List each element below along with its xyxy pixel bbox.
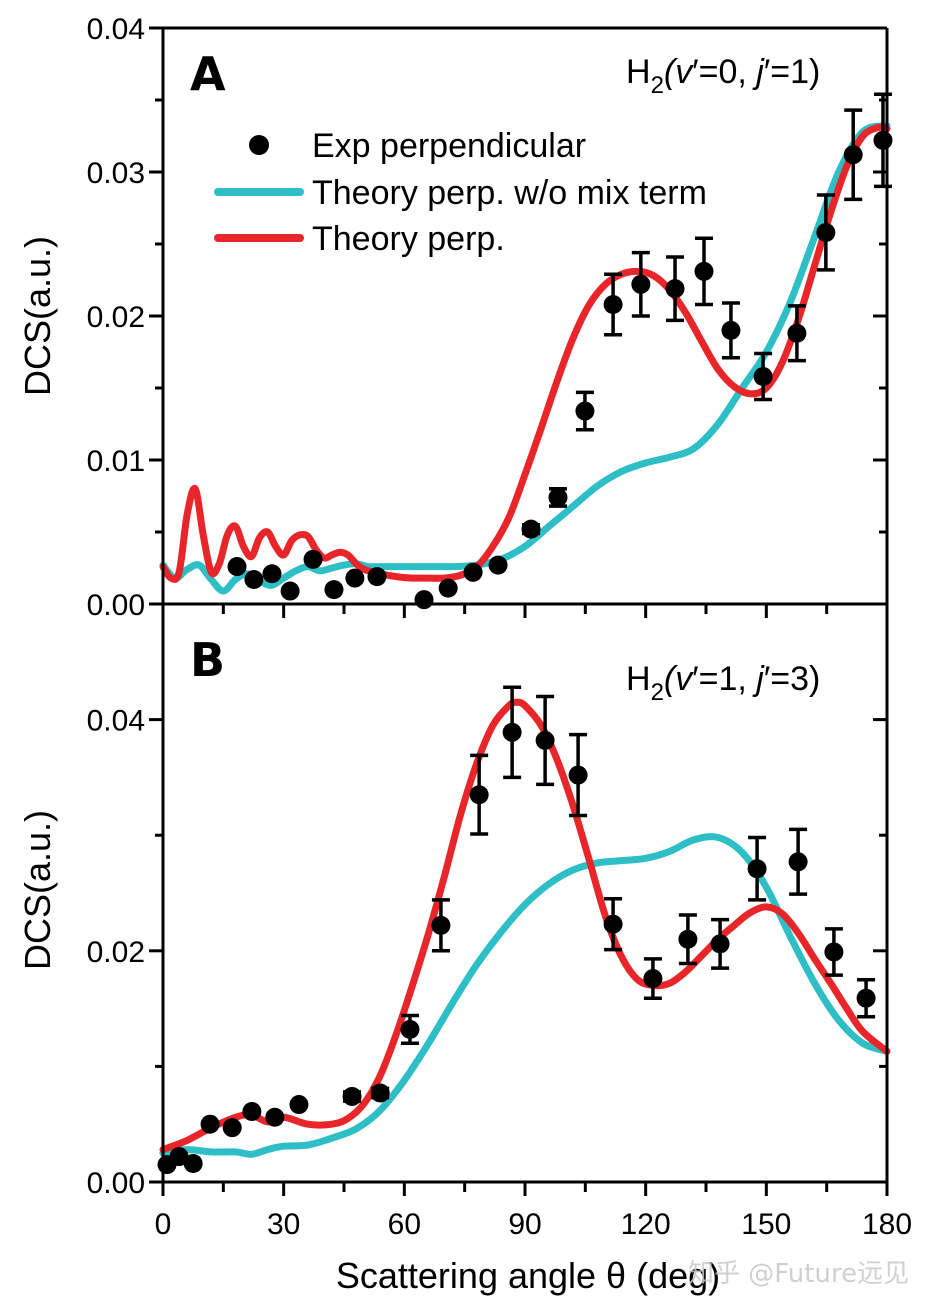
panel-b-points <box>157 685 876 1175</box>
data-point <box>400 1019 420 1039</box>
data-point <box>280 581 300 601</box>
y-tick-label: 0.01 <box>87 445 145 478</box>
data-point <box>631 274 651 294</box>
x-tick-label: 90 <box>508 1208 541 1241</box>
data-point <box>575 401 595 421</box>
curve-theory-no-mix <box>159 833 891 1158</box>
x-tick-label: 120 <box>621 1208 671 1241</box>
legend-label-theory: Theory perp. <box>312 220 505 258</box>
data-point <box>242 1101 262 1121</box>
data-point <box>414 590 434 610</box>
data-point <box>643 969 663 989</box>
curve-theory <box>159 698 891 1154</box>
panel-b-letter: B <box>190 633 225 687</box>
state-subscript: 2 <box>651 679 664 706</box>
panel-a-points <box>227 92 893 610</box>
data-point <box>183 1154 203 1174</box>
data-point <box>548 487 568 507</box>
data-point <box>169 1147 189 1167</box>
data-point <box>665 279 685 299</box>
x-tick-label: 0 <box>155 1208 172 1241</box>
data-point <box>535 730 555 750</box>
watermark: 知乎 @Future远见 <box>688 1259 909 1289</box>
x-tick-label: 180 <box>862 1208 912 1241</box>
legend-label-theory-no-mix: Theory perp. w/o mix term <box>312 174 707 212</box>
data-point <box>721 320 741 340</box>
state-prefix: H <box>626 660 651 698</box>
y-tick-label: 0.00 <box>87 1167 145 1200</box>
data-point <box>222 1118 242 1138</box>
x-tick-label: 150 <box>741 1208 791 1241</box>
data-point <box>873 130 893 150</box>
panel-b-axes: 0.00 0.02 0.04 0 30 60 90 120 150 180 <box>87 602 912 1241</box>
x-tick-label: 30 <box>267 1208 300 1241</box>
data-point <box>788 852 808 872</box>
data-point <box>502 722 522 742</box>
data-point <box>438 578 458 598</box>
panel-a-y-axis-title: DCS(a.u.) <box>17 236 58 396</box>
data-point <box>342 1086 362 1106</box>
state-text: (v′=1, j′=3) <box>664 660 820 698</box>
y-tick-label: 0.00 <box>87 589 145 622</box>
y-tick-label: 0.03 <box>87 157 145 190</box>
data-point <box>431 915 451 935</box>
legend: Exp perpendicular Theory perp. w/o mix t… <box>214 127 707 258</box>
data-point <box>816 222 836 242</box>
data-point <box>345 568 365 588</box>
data-point <box>244 570 264 590</box>
data-point <box>370 1083 390 1103</box>
data-point <box>289 1095 309 1115</box>
data-point <box>843 145 863 165</box>
panel-a: 0.00 0.01 0.02 0.03 0.04 A H2(v′=0, j′=1) Ex… <box>17 13 893 622</box>
data-point <box>678 929 698 949</box>
y-tick-label: 0.04 <box>87 705 145 738</box>
state-subscript: 2 <box>651 72 664 99</box>
y-tick-label: 0.02 <box>87 936 145 969</box>
data-point <box>324 580 344 600</box>
data-point <box>603 914 623 934</box>
data-point <box>367 567 387 587</box>
panel-a-axes: 0.00 0.01 0.02 0.03 0.04 <box>87 13 889 622</box>
panel-a-letter: A <box>190 47 226 101</box>
data-point <box>521 519 541 539</box>
legend-marker-experiment <box>249 135 269 155</box>
data-point <box>303 549 323 569</box>
panel-b: 0.00 0.02 0.04 0 30 60 90 120 150 180 B H2(v′=1, … <box>17 602 912 1296</box>
panel-b-state-label: H2(v′=1, j′=3) <box>626 660 820 706</box>
data-point <box>227 557 247 577</box>
curve-theory-no-mix <box>159 122 891 595</box>
state-prefix: H <box>626 53 651 91</box>
data-point <box>856 988 876 1008</box>
data-point <box>694 261 714 281</box>
data-point <box>262 564 282 584</box>
data-point <box>265 1107 285 1127</box>
data-point <box>824 942 844 962</box>
data-point <box>747 859 767 879</box>
data-point <box>463 562 483 582</box>
panel-a-curves <box>159 122 891 595</box>
data-point <box>568 765 588 785</box>
legend-label-experiment: Exp perpendicular <box>312 127 586 165</box>
x-axis-title: Scattering angle θ (deg) <box>336 1255 720 1296</box>
data-point <box>488 555 508 575</box>
panel-b-y-axis-title: DCS(a.u.) <box>17 810 58 970</box>
panel-a-state-label: H2(v′=0, j′=1) <box>626 53 820 99</box>
curve-theory <box>159 123 891 584</box>
y-tick-label: 0.02 <box>87 301 145 334</box>
data-point <box>710 934 730 954</box>
y-tick-label: 0.04 <box>87 13 145 46</box>
data-point <box>469 785 489 805</box>
data-point <box>603 294 623 314</box>
state-text: (v′=0, j′=1) <box>664 53 820 91</box>
panel-b-curves <box>159 698 891 1158</box>
x-tick-label: 60 <box>388 1208 421 1241</box>
data-point <box>787 323 807 343</box>
data-point <box>200 1114 220 1134</box>
data-point <box>753 366 773 386</box>
